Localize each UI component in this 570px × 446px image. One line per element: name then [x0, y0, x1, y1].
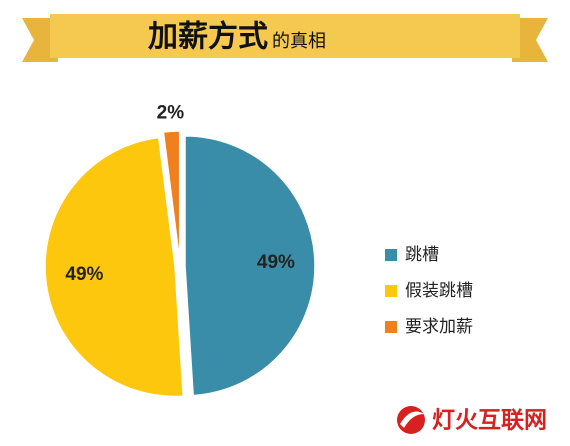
watermark-logo-swirl — [400, 411, 424, 428]
legend-label: 跳槽 — [405, 245, 439, 265]
pie-slice — [184, 135, 316, 397]
watermark: 灯火互联网 — [432, 408, 547, 434]
legend-label: 假装跳槽 — [405, 281, 473, 301]
legend-swatch — [385, 321, 397, 333]
legend-label: 要求加薪 — [405, 317, 473, 337]
title-banner — [22, 14, 548, 62]
legend-swatch — [385, 249, 397, 261]
pie-slice — [162, 130, 181, 262]
watermark-logo — [397, 406, 425, 434]
data-label: 2% — [157, 102, 185, 123]
chart-title: 加薪方式 — [148, 20, 268, 55]
chart-subtitle: 的真相 — [272, 31, 326, 52]
data-label: 49% — [65, 264, 103, 285]
data-label: 49% — [257, 252, 295, 273]
pie-slice — [44, 136, 184, 398]
legend-swatch — [385, 285, 397, 297]
